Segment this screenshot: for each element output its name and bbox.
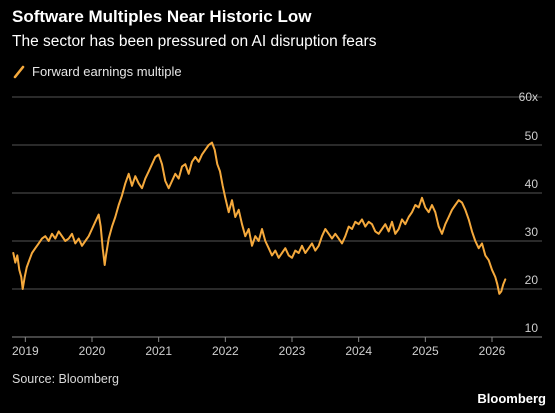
y-tick-label: 60x: [519, 90, 538, 104]
series-line-forward-earnings-multiple: [13, 143, 505, 294]
x-tick-label: 2025: [412, 344, 439, 358]
x-tick-label: 2021: [145, 344, 172, 358]
x-tick-label: 2020: [79, 344, 106, 358]
y-tick-label: 10: [525, 321, 539, 335]
x-tick-label: 2019: [12, 344, 39, 358]
source-note: Source: Bloomberg: [12, 372, 119, 386]
y-tick-label: 50: [525, 129, 539, 143]
x-tick-label: 2023: [279, 344, 306, 358]
y-tick-label: 30: [525, 225, 539, 239]
x-tick-label: 2024: [345, 344, 372, 358]
bloomberg-logo: Bloomberg: [477, 391, 546, 406]
x-tick-label: 2022: [212, 344, 239, 358]
y-tick-label: 20: [525, 273, 539, 287]
y-tick-label: 40: [525, 177, 539, 191]
x-tick-label: 2026: [479, 344, 506, 358]
